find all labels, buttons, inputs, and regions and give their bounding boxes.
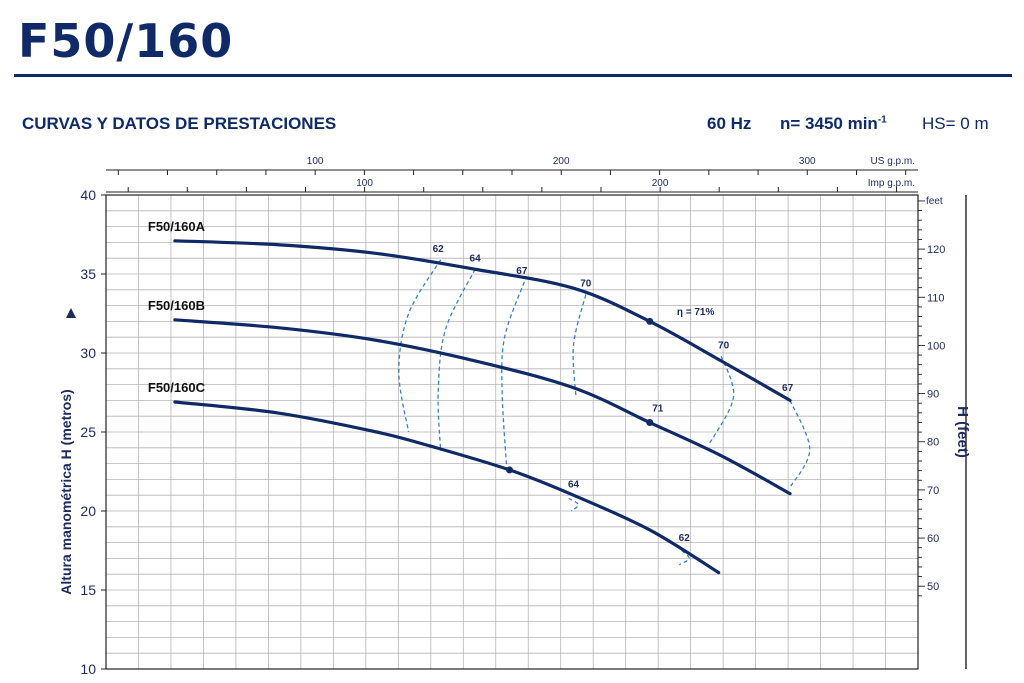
efficiency-marker-label: 71	[652, 403, 664, 414]
y2-tick-label: 90	[927, 389, 939, 401]
y2-tick-label: 70	[927, 485, 939, 497]
y2-axis-label: H (feet)	[954, 406, 971, 458]
efficiency-curve	[398, 259, 442, 433]
efficiency-curve	[708, 355, 735, 445]
pump-curve	[173, 318, 792, 496]
speed-exponent: -1	[877, 114, 887, 126]
y-tick-label: 20	[80, 503, 96, 519]
y2-tick-label: 80	[927, 437, 939, 449]
imp-gpm-tick-label: 100	[356, 178, 373, 189]
efficiency-label: 64	[470, 253, 482, 264]
y-axis-arrow	[66, 308, 76, 318]
y-tick-label: 30	[80, 345, 96, 361]
y-tick-label: 40	[80, 187, 96, 203]
series-label: F50/160B	[148, 298, 205, 313]
efficiency-curve	[501, 281, 525, 474]
efficiency-marker-label: η = 71%	[677, 307, 715, 318]
grid-lines	[105, 194, 919, 670]
series-label: F50/160A	[148, 219, 206, 234]
imp-gpm-tick-label: 200	[652, 178, 669, 189]
efficiency-curve	[789, 400, 811, 488]
pump-curve	[173, 239, 792, 402]
y-tick-label: 15	[80, 582, 96, 598]
title-divider	[14, 74, 1012, 77]
us-gpm-tick-label: 100	[307, 156, 324, 167]
y-tick-label: 25	[80, 424, 96, 440]
y-tick-label: 10	[80, 661, 96, 677]
efficiency-label: 70	[580, 279, 592, 290]
speed-label: n= 3450 min-1	[780, 114, 887, 134]
efficiency-label: 67	[782, 383, 794, 394]
efficiency-label: 64	[568, 479, 580, 490]
section-subtitle: CURVAS Y DATOS DE PRESTACIONES	[22, 114, 337, 133]
speed-value: n= 3450 min	[780, 114, 878, 133]
efficiency-label: 62	[679, 533, 691, 544]
efficiency-label: 62	[433, 244, 445, 255]
suction-head-label: HS= 0 m	[922, 114, 989, 133]
efficiency-curve	[568, 497, 580, 512]
efficiency-curve	[437, 268, 476, 451]
imp-gpm-unit-label: Imp g.p.m.	[868, 178, 915, 189]
us-gpm-tick-label: 200	[553, 156, 570, 167]
y2-unit-label: feet	[926, 196, 943, 207]
us-gpm-unit-label: US g.p.m.	[871, 156, 915, 167]
efficiency-label: 70	[718, 340, 730, 351]
efficiency-marker	[646, 419, 654, 427]
y2-tick-label: 50	[927, 581, 939, 593]
frequency-label: 60 Hz	[707, 114, 752, 133]
y2-tick-label: 100	[927, 340, 945, 352]
page-title: F50/160	[18, 14, 234, 68]
us-gpm-tick-label: 300	[799, 156, 816, 167]
y-axis-label: Altura manométrica H (metros)	[58, 389, 74, 594]
y-tick-label: 35	[80, 266, 96, 282]
y2-tick-label: 60	[927, 533, 939, 545]
y2-tick-label: 120	[927, 244, 945, 256]
efficiency-curve	[678, 550, 690, 566]
efficiency-marker	[506, 466, 514, 474]
efficiency-curve	[572, 294, 587, 398]
efficiency-marker	[646, 317, 654, 325]
efficiency-label: 67	[516, 266, 528, 277]
y2-tick-label: 110	[927, 292, 945, 304]
series-label: F50/160C	[148, 380, 206, 395]
pump-curve	[173, 400, 721, 575]
